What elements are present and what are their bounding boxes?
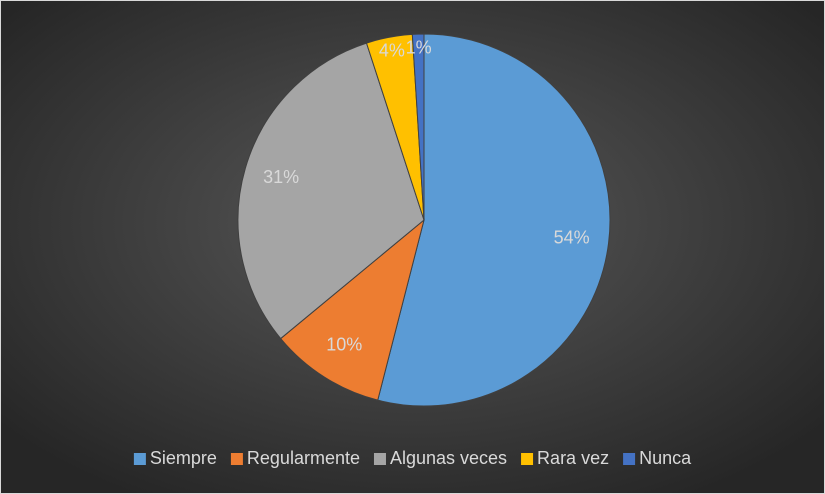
data-label: 4% [379, 41, 405, 61]
legend-label: Algunas veces [390, 448, 507, 468]
legend: Siempre Regularmente Algunas veces Rara vez… [133, 448, 692, 468]
legend-swatch [230, 453, 243, 465]
legend-label: Siempre [150, 448, 217, 468]
pie-slice [411, 33, 425, 221]
legend-swatch [521, 453, 534, 465]
pie [237, 33, 611, 407]
legend-label: Regularmente [247, 448, 360, 468]
data-labels: 54% 10% 31% 4% 1% [263, 38, 590, 355]
legend-item: Nunca [623, 448, 692, 468]
pie-slice [237, 42, 425, 340]
legend-label: Rara vez [537, 448, 609, 468]
pie-slice [279, 218, 425, 401]
legend-item: Regularmente [230, 448, 360, 468]
legend-item: Rara vez [521, 448, 609, 468]
data-label: 31% [263, 167, 299, 187]
legend-label: Nunca [639, 448, 692, 468]
legend-item: Siempre [133, 448, 217, 468]
data-label: 54% [554, 227, 590, 247]
legend-swatch [373, 453, 386, 465]
legend-swatch [623, 453, 636, 465]
legend-swatch [133, 453, 146, 465]
pie-slice [377, 33, 611, 407]
data-label: 10% [326, 334, 362, 354]
legend-item: Algunas veces [373, 448, 507, 468]
data-label: 1% [406, 38, 432, 58]
